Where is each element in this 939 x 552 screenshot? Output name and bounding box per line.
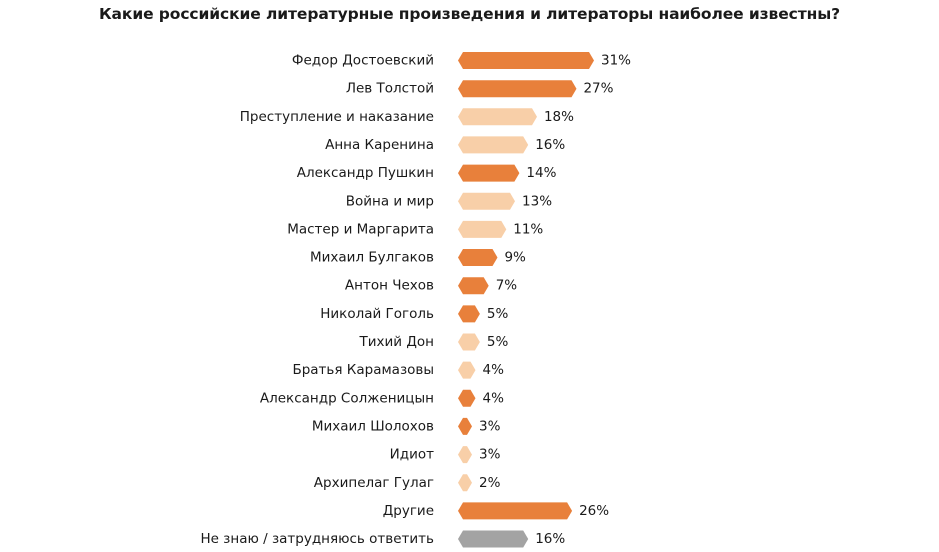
bar-12 [458,361,476,379]
category-label-11: Тихий Дон [359,334,434,350]
value-label-12: 4% [483,362,505,378]
category-label-4: Анна Каренина [325,137,434,153]
bar-18 [458,530,529,548]
category-label-10: Николай Гоголь [320,306,434,322]
category-label-16: Архипелаг Гулаг [314,475,434,491]
category-label-7: Мастер и Маргарита [287,221,434,237]
category-label-12: Братья Карамазовы [292,362,434,378]
bar-4 [458,136,529,154]
value-label-9: 7% [496,278,518,294]
value-label-15: 3% [479,447,501,463]
category-label-2: Лев Толстой [346,81,434,97]
category-label-15: Идиот [390,447,434,463]
category-labels-group: Федор Достоевский Лев Толстой Преступление… [200,53,434,548]
value-label-7: 11% [513,221,543,237]
value-label-13: 4% [483,390,505,406]
bar-11 [458,333,480,351]
category-label-6: Война и мир [346,193,434,209]
bars-group [458,52,594,548]
bar-16 [458,474,472,492]
bar-1 [458,52,594,69]
value-label-11: 5% [487,334,509,350]
value-label-17: 26% [579,503,609,519]
bar-9 [458,277,489,295]
category-label-14: Михаил Шолохов [312,418,434,434]
bar-2 [458,80,577,98]
value-label-5: 14% [526,165,556,181]
value-label-10: 5% [487,306,509,322]
bar-13 [458,389,476,407]
category-label-13: Александр Солженицын [260,390,434,406]
value-label-2: 27% [583,81,613,97]
chart-title: Какие российские литературные произведен… [98,5,841,23]
bar-8 [458,249,498,266]
category-label-9: Антон Чехов [345,278,434,294]
category-label-8: Михаил Булгаков [310,250,434,266]
bar-14 [458,417,472,435]
bar-5 [458,164,520,182]
category-label-1: Федор Достоевский [292,53,434,69]
value-label-3: 18% [544,109,574,125]
value-label-1: 31% [601,53,631,69]
bar-7 [458,220,507,238]
category-label-3: Преступление и наказание [240,109,434,125]
value-label-16: 2% [479,475,501,491]
value-label-6: 13% [522,193,552,209]
bar-17 [458,502,573,520]
value-label-18: 16% [535,531,565,547]
value-label-14: 3% [479,418,501,434]
category-label-5: Александр Пушкин [297,165,434,181]
category-label-17: Другие [383,503,434,519]
value-label-8: 9% [504,250,526,266]
bar-10 [458,305,480,323]
value-label-4: 16% [535,137,565,153]
bar-6 [458,192,515,210]
bar-15 [458,446,472,464]
category-label-18: Не знаю / затрудняюсь ответить [200,531,434,547]
value-labels-group: 31% 27% 18% 16% 14% 13% 11% 9% 7% 5% 5% 4% 4% 3% 3% 2% 2… [479,53,631,548]
bar-3 [458,108,537,126]
